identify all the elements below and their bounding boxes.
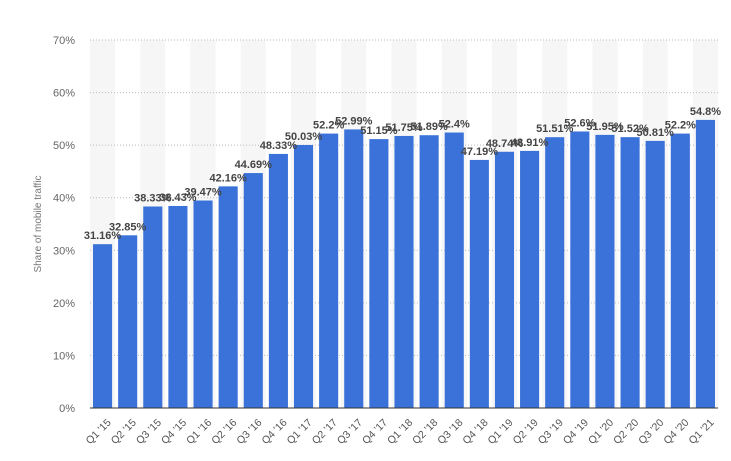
bar [545,137,565,408]
data-label: 38.33% [134,192,172,204]
bar [620,137,640,409]
data-label: 51.95% [586,121,624,133]
data-label: 31.16% [84,230,122,242]
x-tick-label: Q2 '15 [109,417,139,447]
bar [520,150,540,408]
bar [595,134,615,409]
bars [93,119,715,409]
data-label: 52.4% [439,119,470,131]
x-tick-label: Q3 '20 [636,417,666,447]
y-tick-label: 0% [59,403,75,415]
x-tick-label: Q2 '17 [310,417,340,447]
data-label: 50.81% [637,127,675,139]
bar [670,133,690,408]
data-label: 32.85% [109,221,147,233]
x-tick-label: Q3 '15 [134,417,164,447]
bar [570,131,590,408]
x-tick-label: Q1 '19 [486,417,516,447]
x-tick-label: Q3 '19 [536,417,566,447]
bar [695,119,715,408]
y-axis-ticks: 0% 10% 20% 30% 40% 50% 60% 70% [53,35,75,415]
y-tick-label: 60% [53,88,75,100]
x-tick-label: Q1 '18 [385,417,415,447]
y-tick-label: 10% [53,350,75,362]
data-label: 54.8% [690,106,721,118]
x-tick-label: Q1 '20 [586,417,616,447]
bar [394,135,414,408]
data-label: 39.47% [184,187,222,199]
data-label: 51.75% [385,122,423,134]
y-tick-label: 30% [53,245,75,257]
data-label: 48.74% [486,138,524,150]
data-label: 51.52% [611,123,649,135]
data-label: 52.2% [665,120,696,132]
x-tick-label: Q2 '19 [511,417,541,447]
data-label: 52.6% [564,117,595,129]
bar [319,133,339,408]
bar [118,235,138,408]
x-tick-label: Q2 '18 [410,417,440,447]
y-tick-label: 70% [53,35,75,47]
x-tick-label: Q1 '16 [184,417,214,447]
bar [93,244,113,408]
y-tick-label: 50% [53,140,75,152]
data-label: 48.91% [511,137,549,149]
bar [293,144,314,408]
x-tick-label: Q1 '21 [687,417,717,447]
x-tick-label: Q4 '16 [259,417,289,447]
bar [344,129,364,408]
bar [494,151,515,409]
data-labels: 31.16%32.85% 38.33%38.43%39.47% 42.16%44.6… [84,106,721,242]
bar [444,132,464,409]
data-label: 52.2% [313,120,344,132]
bar [193,200,213,408]
x-tick-label: Q2 '20 [611,417,641,447]
bar [469,159,489,408]
bar [218,186,238,408]
data-label: 51.89% [410,121,448,133]
data-label: 38.43% [159,192,197,204]
x-tick-label: Q4 '20 [661,417,691,447]
x-tick-label: Q4 '17 [360,417,390,447]
x-tick-label: Q4 '15 [159,417,189,447]
bar [645,140,665,408]
bar [168,205,188,408]
data-label: 52.99% [335,115,373,127]
data-label: 44.69% [235,159,273,171]
data-label: 47.19% [461,146,499,158]
data-label: 51.15% [360,125,398,137]
y-tick-label: 20% [53,298,75,310]
bar [143,206,163,408]
x-tick-label: Q3 '18 [435,417,465,447]
y-axis-label: Share of mobile traffic [33,175,44,272]
bar [243,173,263,408]
x-tick-label: Q3 '17 [335,417,365,447]
data-label: 50.03% [285,131,323,143]
x-tick-label: Q4 '19 [561,417,591,447]
x-tick-label: Q1 '17 [285,417,315,447]
data-label: 51.51% [536,123,574,135]
bar [268,153,288,408]
x-tick-label: Q1 '15 [84,417,114,447]
bar [419,135,439,409]
data-label: 42.16% [210,172,248,184]
x-tick-label: Q3 '16 [234,417,264,447]
x-tick-label: Q2 '16 [209,417,239,447]
data-label: 48.33% [260,140,298,152]
bar [369,139,389,408]
x-tick-label: Q4 '18 [460,417,490,447]
y-tick-label: 40% [53,193,75,205]
